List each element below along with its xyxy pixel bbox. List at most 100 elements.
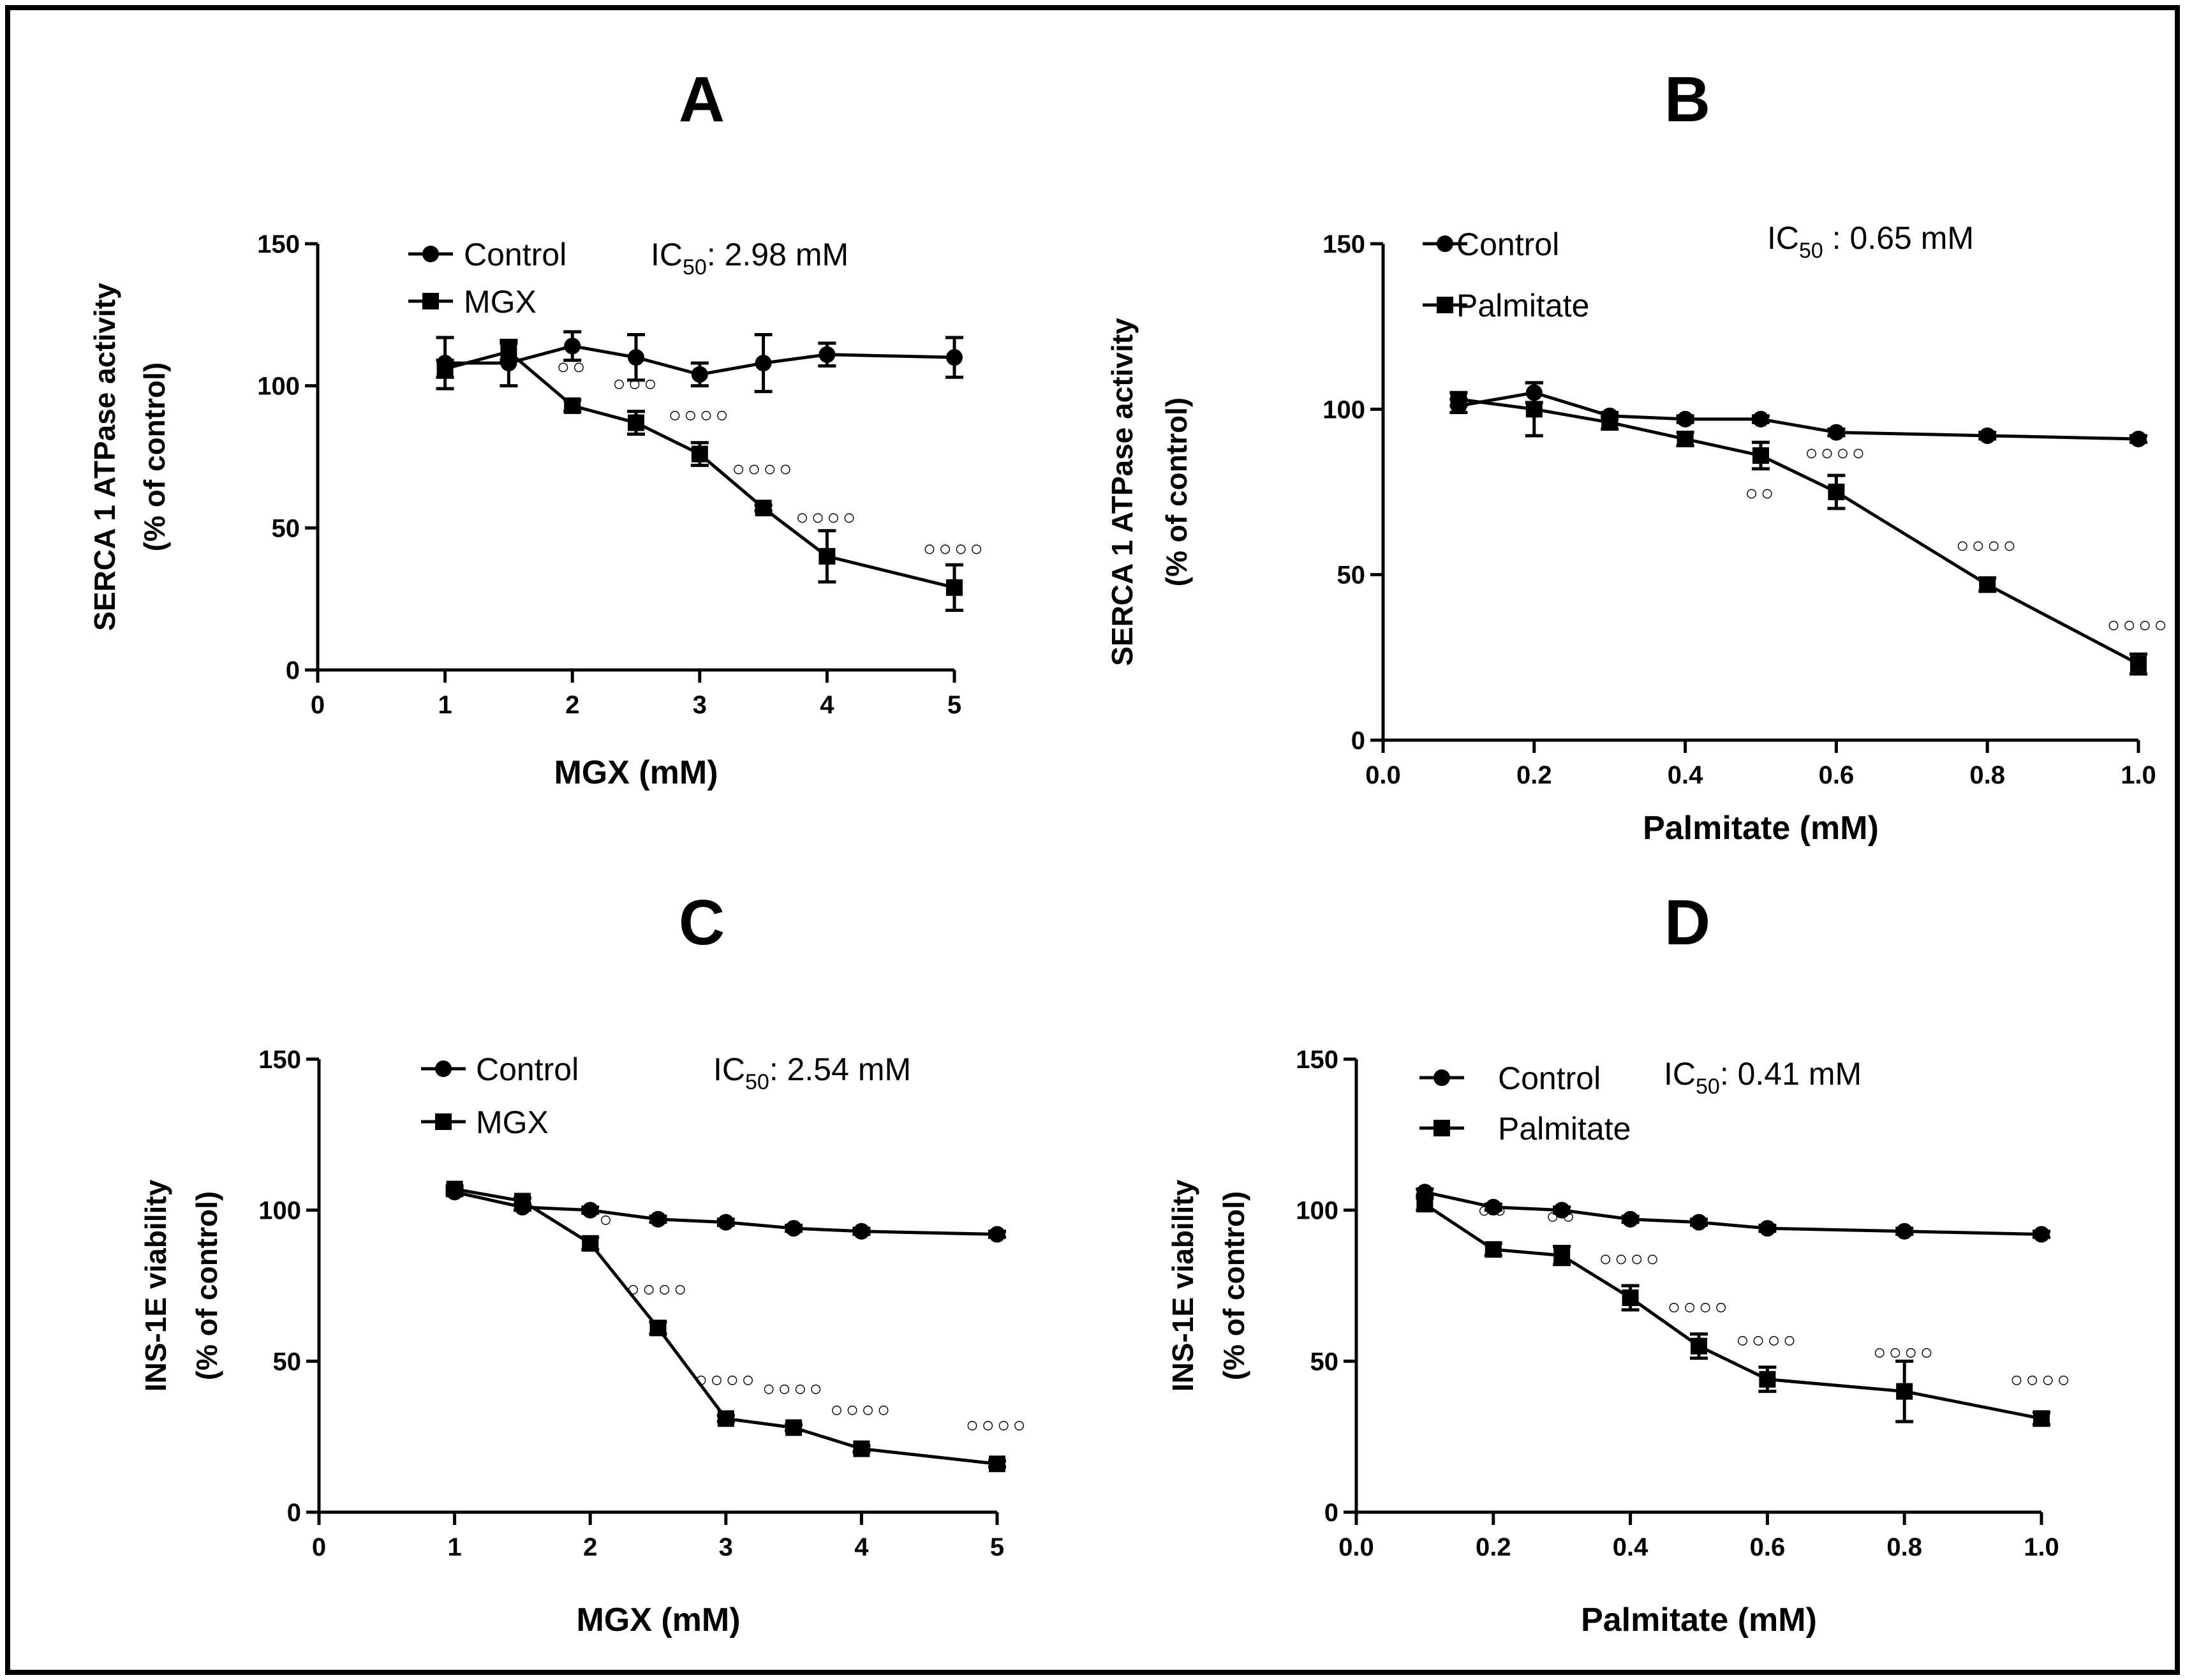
x-tick-label: 0: [311, 691, 325, 719]
series-control: [1416, 1184, 2050, 1243]
x-tick-label: 2: [583, 1533, 597, 1561]
series-line: [444, 350, 955, 590]
significance-marker: ○○○○: [830, 1398, 893, 1422]
series-line: [1424, 1190, 2042, 1237]
data-point-square: [1485, 1241, 1502, 1258]
data-point-circle: [1485, 1198, 1502, 1215]
legend-label: Control: [476, 1052, 579, 1087]
data-point-circle: [1691, 1214, 1707, 1231]
data-point-square: [853, 1440, 870, 1457]
data-point-square: [1525, 401, 1543, 418]
y-axis-title-line1: INS-1E viability: [1166, 1179, 1199, 1392]
data-point-square: [649, 1319, 667, 1337]
y-tick-label: 50: [1337, 561, 1366, 590]
series-control: [445, 1184, 1006, 1243]
data-point-square: [818, 547, 836, 565]
x-axis-title: Palmitate (mM): [1643, 810, 1879, 847]
x-tick-label: 0.8: [1886, 1533, 1922, 1561]
x-tick-label: 0.4: [1613, 1533, 1648, 1561]
chart-panel-a: A 0 50 100 150 0 1 2 3 4 5 MGX (mM) SERCA 1 ATPase a…: [88, 64, 986, 791]
significance-marker: ○○: [1745, 481, 1776, 505]
x-tick-label: 0.4: [1668, 761, 1703, 789]
series-line: [454, 1187, 998, 1466]
x-tick-label: 1: [438, 691, 452, 719]
y-axis-title-line2: (% of control): [190, 1191, 223, 1380]
x-tick-label: 1.0: [2024, 1533, 2059, 1561]
significance-marker: ○○○○: [1956, 533, 2018, 558]
data-point-square: [1601, 414, 1618, 431]
x-tick-label: 0.2: [1516, 761, 1552, 789]
data-point-circle: [1553, 1201, 1571, 1219]
legend-marker-circle: [1433, 1069, 1450, 1086]
legend-marker-circle: [435, 1060, 452, 1077]
data-point-square: [1553, 1247, 1571, 1264]
x-axis-title: Palmitate (mM): [1581, 1602, 1817, 1639]
series-line: [1424, 1203, 2042, 1420]
data-point-circle: [1759, 1220, 1776, 1237]
ic50-label: IC50: 0.41 mM: [1664, 1056, 1862, 1099]
significance-marker: ○○○○: [1805, 441, 1867, 465]
x-tick-label: 4: [820, 691, 834, 719]
ic50-label: IC50: 2.54 mM: [713, 1052, 911, 1094]
data-point-square: [2033, 1410, 2050, 1427]
data-point-circle: [1677, 410, 1694, 427]
significance-marker: ○○○○: [2107, 613, 2170, 637]
y-tick-label: 0: [1324, 1499, 1338, 1527]
data-point-circle: [1896, 1223, 1913, 1240]
data-point-square: [1752, 447, 1769, 464]
legend-label: Palmitate: [1498, 1111, 1631, 1147]
chart-panel-d: D 0 50 100 150 0.0 0.2 0.4 0.6 0.8 1.0 Palmitate (m…: [1166, 887, 2070, 1639]
series-line: [1458, 398, 2140, 665]
data-point-square: [1622, 1289, 1639, 1306]
significance-marker: ○○○○: [626, 1277, 689, 1301]
significance-marker: ○○: [557, 355, 588, 379]
legend-label: MGX: [464, 284, 537, 320]
x-tick-label: 0.0: [1365, 761, 1401, 789]
data-point-circle: [989, 1226, 1005, 1243]
data-point-circle: [2033, 1226, 2050, 1243]
panel-letter: B: [1664, 64, 1710, 135]
chart-panel-c: C 0 50 100 150 0 1 2 3 4 5 MGX (mM) INS-1E viability…: [139, 887, 1028, 1639]
series-control: [1449, 381, 2147, 448]
significance-marker: ○○○○: [1668, 1295, 1730, 1319]
data-point-square: [582, 1235, 599, 1252]
data-point-square: [1677, 431, 1694, 448]
y-tick-label: 100: [1322, 396, 1365, 424]
data-point-circle: [649, 1210, 667, 1228]
series-palmitate: [1449, 381, 2147, 676]
data-point-square: [2130, 655, 2147, 673]
data-point-square: [564, 397, 581, 414]
significance-marker: ○○○○: [966, 1413, 1028, 1437]
panel-letter: C: [679, 887, 725, 958]
y-tick-label: 150: [257, 230, 300, 258]
data-point-square: [514, 1193, 531, 1210]
x-tick-label: 5: [947, 691, 961, 719]
x-tick-label: 1: [447, 1533, 461, 1561]
data-point-square: [628, 414, 644, 431]
legend-marker-square: [1433, 1120, 1450, 1136]
x-tick-label: 2: [565, 691, 579, 719]
y-tick-label: 50: [272, 514, 300, 542]
y-tick-label: 150: [1296, 1046, 1338, 1074]
y-axis-title-line1: SERCA 1 ATPase activity: [88, 283, 121, 631]
data-point-circle: [755, 355, 772, 372]
x-tick-label: 3: [693, 691, 707, 719]
ic50-label: IC50 : 0.65 mM: [1767, 220, 1974, 263]
y-tick-label: 0: [1351, 727, 1365, 755]
significance-marker: ○: [599, 1208, 615, 1232]
significance-marker: ○○○○: [796, 505, 858, 530]
significance-marker: ○○○○: [695, 1367, 757, 1392]
data-point-circle: [691, 366, 708, 383]
legend-marker-circle: [1437, 235, 1453, 252]
x-tick-label: 4: [854, 1533, 869, 1561]
legend-label: Control: [464, 237, 567, 272]
data-point-square: [946, 579, 963, 596]
legend-label: Control: [1498, 1060, 1601, 1096]
x-tick-label: 0.6: [1819, 761, 1855, 789]
data-point-square: [1450, 390, 1467, 408]
data-point-square: [1828, 484, 1845, 500]
legend-label: MGX: [476, 1104, 549, 1140]
significance-marker: ○○○○: [923, 537, 986, 561]
x-tick-label: 5: [990, 1533, 1004, 1561]
data-point-square: [1416, 1196, 1433, 1213]
